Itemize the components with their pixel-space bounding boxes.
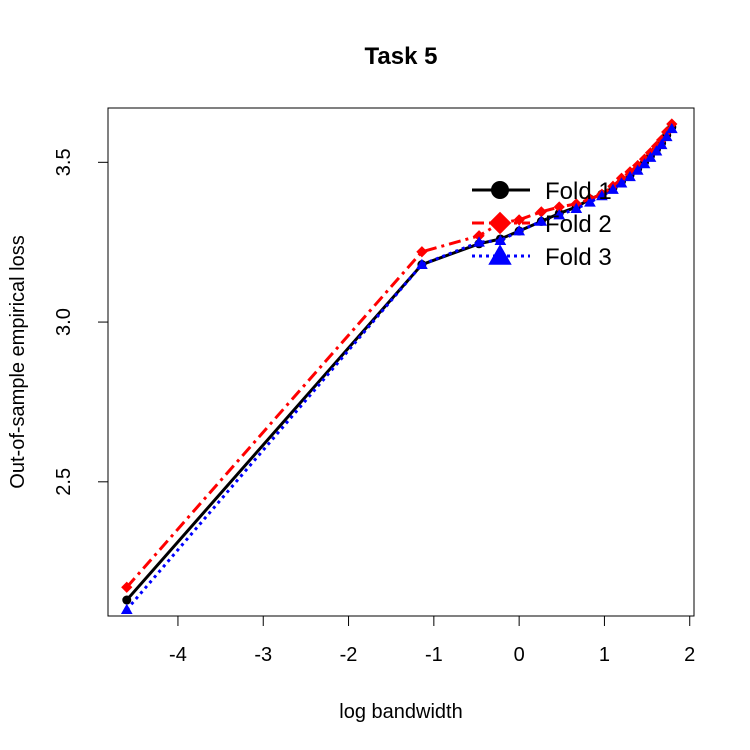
legend-marker xyxy=(491,181,509,199)
x-tick-label: -3 xyxy=(254,644,272,666)
legend-label: Fold 1 xyxy=(545,178,612,205)
data-point xyxy=(535,215,548,226)
data-point xyxy=(513,225,525,236)
x-tick-label: -1 xyxy=(425,644,443,666)
series-3 xyxy=(120,122,678,614)
data-point xyxy=(494,234,507,245)
legend: Fold 1 Fold 2 Fold 3 xyxy=(472,178,612,271)
legend-marker xyxy=(488,211,512,235)
data-point xyxy=(615,177,628,188)
y-tick-label: 2.5 xyxy=(53,468,75,496)
y-tick-label: 3.0 xyxy=(53,308,75,336)
data-point xyxy=(624,170,636,182)
data-point xyxy=(638,158,651,169)
data-point xyxy=(120,603,133,614)
legend-item: Fold 1 xyxy=(472,178,612,205)
legend-label: Fold 3 xyxy=(545,244,612,271)
chart-title: Task 5 xyxy=(365,43,438,70)
data-point xyxy=(416,258,428,269)
data-point xyxy=(631,164,644,175)
legend-label: Fold 2 xyxy=(545,211,612,238)
y-axis-label: Out-of-sample empirical loss xyxy=(7,235,29,488)
y-axis: 2.5 3.0 3.5 xyxy=(53,148,109,496)
data-point xyxy=(655,138,668,150)
data-point xyxy=(416,246,428,258)
legend-marker xyxy=(488,244,512,265)
data-point xyxy=(121,581,133,593)
data-point xyxy=(596,190,608,201)
data-point xyxy=(473,230,485,242)
data-point xyxy=(535,206,547,218)
x-tick-label: -4 xyxy=(169,644,187,666)
data-point xyxy=(570,202,583,214)
series-line xyxy=(125,127,674,611)
data-point xyxy=(650,145,663,156)
legend-item: Fold 2 xyxy=(472,211,612,238)
x-axis: -4 -3 -2 -1 0 1 2 xyxy=(169,615,695,666)
legend-item: Fold 3 xyxy=(472,244,612,271)
data-point xyxy=(607,183,619,194)
series-layer xyxy=(120,118,678,614)
data-point xyxy=(584,196,596,207)
data-point xyxy=(660,130,673,142)
data-point xyxy=(553,201,565,213)
data-point xyxy=(473,236,485,247)
x-tick-label: 0 xyxy=(514,644,525,666)
data-point xyxy=(644,151,657,162)
x-axis-label: log bandwidth xyxy=(339,701,462,723)
x-tick-label: -2 xyxy=(340,644,358,666)
data-point xyxy=(122,595,132,605)
x-tick-label: 1 xyxy=(599,644,610,666)
x-tick-label: 2 xyxy=(684,644,695,666)
data-point xyxy=(553,209,566,220)
data-point xyxy=(665,122,678,134)
y-tick-label: 3.5 xyxy=(53,148,75,176)
